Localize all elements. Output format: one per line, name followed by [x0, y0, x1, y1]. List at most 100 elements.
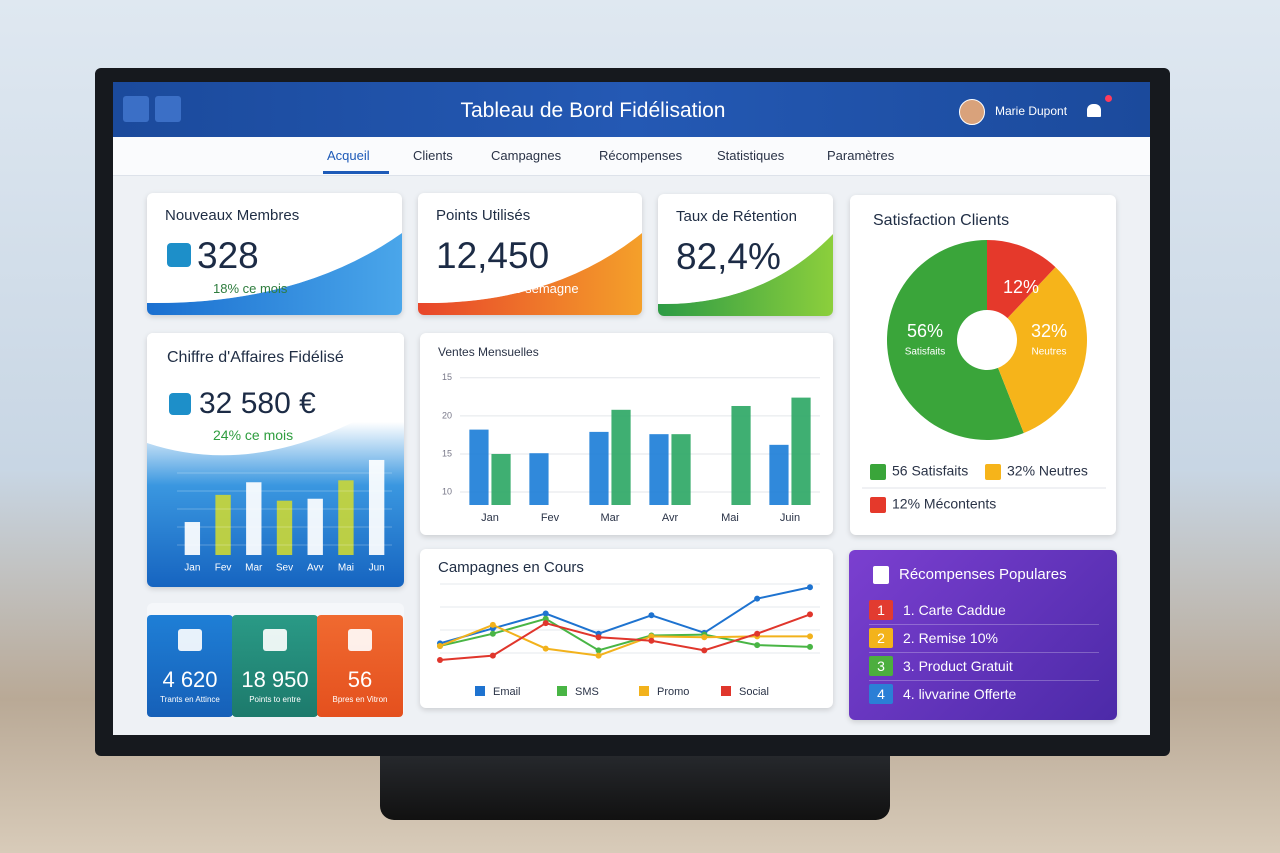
tile-value: 56	[347, 667, 373, 692]
legend-swatch[interactable]	[639, 686, 649, 696]
reward-item[interactable]: 1. Carte Caddue	[903, 602, 1006, 618]
legend-label[interactable]: Email	[493, 686, 521, 698]
stat-tile[interactable]: 18 950 Points to entre	[232, 615, 318, 717]
tile-label: Trants en Attince	[160, 695, 220, 704]
revenue-card: Chiffre d'Affaires Fidélisé 32 580 € 24%…	[147, 333, 404, 587]
reward-item[interactable]: 4. livvarine Offerte	[903, 686, 1017, 702]
tile-icon	[178, 629, 202, 651]
kpi-card: Points Utilisés 12,450 5% ceste semagne	[418, 193, 642, 315]
nav-bar: Acqueil Clients Campagnes Récompenses Statis…	[113, 137, 1150, 176]
rank-badge: 1	[869, 600, 893, 620]
nav-item[interactable]: Récompenses	[599, 148, 683, 163]
bar	[529, 453, 549, 505]
rank-badge: 4	[869, 684, 893, 704]
line-point	[754, 595, 761, 602]
tile-value: 4 620	[162, 667, 218, 692]
nav-item[interactable]: Acqueil	[327, 148, 370, 163]
line-point	[701, 647, 708, 654]
rewards-title: Récompenses Populares	[899, 566, 1067, 583]
chart-title: Ventes Mensuelles	[438, 345, 539, 359]
revenue-change: 24% ce mois	[213, 427, 294, 443]
legend-swatch[interactable]	[557, 686, 567, 696]
kpi-card: Nouveaux Membres 328 18% ce mois	[147, 193, 402, 315]
kpi-value: 82,4%	[676, 236, 781, 277]
sales-card: Ventes Mensuelles 10 15 20 15 Jan Fev Mar Avr Mai…	[420, 333, 833, 535]
rank-badge: 3	[869, 656, 893, 676]
bar	[491, 453, 511, 505]
kpi-change: 18% ce mois	[213, 281, 288, 296]
revenue-wave	[147, 333, 404, 456]
x-tick-label: Avv	[307, 563, 324, 574]
line-point	[701, 634, 708, 641]
legend-label[interactable]: 56 Satisfaits	[892, 463, 968, 479]
list-icon[interactable]	[155, 96, 181, 122]
x-tick-label: Mar	[601, 512, 620, 524]
reward-item[interactable]: 3. Product Gratuit	[903, 658, 1013, 674]
line-point	[754, 642, 761, 649]
legend-swatch[interactable]	[870, 497, 886, 513]
menu-icon[interactable]	[123, 96, 149, 122]
kpi-icon	[167, 243, 191, 267]
chart-title: Satisfaction Clients	[873, 212, 1009, 229]
x-tick-label: Fev	[541, 512, 560, 524]
pie-slice	[998, 267, 1087, 433]
bar	[215, 494, 231, 555]
slice-value-label: 12%	[1003, 277, 1039, 297]
legend-label[interactable]: Promo	[657, 686, 689, 698]
slice-value-label: 32%	[1031, 321, 1067, 341]
legend-swatch[interactable]	[721, 686, 731, 696]
avatar[interactable]	[959, 99, 985, 125]
nav-item[interactable]: Paramètres	[827, 148, 895, 163]
legend-swatch[interactable]	[475, 686, 485, 696]
nav-item[interactable]: Campagnes	[491, 148, 562, 163]
legend-swatch[interactable]	[985, 464, 1001, 480]
legend-label[interactable]: 32% Neutres	[1007, 463, 1088, 479]
stat-tile[interactable]: 56 Bpres en Vitron	[317, 615, 403, 717]
kpi-value: 12,450	[436, 235, 550, 276]
legend-label[interactable]: SMS	[575, 686, 599, 698]
rank-badge: 2	[869, 628, 893, 648]
bar	[611, 409, 631, 505]
kpi-title: Nouveaux Membres	[165, 207, 300, 224]
y-tick-label: 15	[442, 372, 452, 382]
stat-tile[interactable]: 4 620 Trants en Attince	[147, 615, 233, 717]
user-name[interactable]: Marie Dupont	[995, 104, 1068, 118]
line-series	[439, 586, 811, 645]
line-point	[807, 633, 813, 640]
notification-icon[interactable]	[1087, 104, 1101, 117]
line-point	[489, 630, 496, 637]
x-tick-label: Mai	[721, 512, 739, 524]
nav-item[interactable]: Clients	[413, 148, 453, 163]
legend-label[interactable]: Social	[739, 686, 769, 698]
revenue-title: Chiffre d'Affaires Fidélisé	[167, 349, 344, 366]
kpi-value: 328	[197, 235, 259, 276]
kpi-change: 2.3%	[708, 282, 738, 297]
reward-item[interactable]: 2. Remise 10%	[903, 630, 998, 646]
tile-icon	[348, 629, 372, 651]
reward-divider	[869, 624, 1099, 625]
x-tick-label: Sev	[276, 563, 293, 574]
line-point	[437, 642, 443, 649]
satisfaction-card: Satisfaction Clients 56% Satisfaits 56 Sati…	[850, 195, 1116, 535]
rewards-card: Récompenses Populares 1 1. Carte Caddue 2 2…	[849, 550, 1117, 720]
line-series	[439, 617, 811, 652]
x-tick-label: Mar	[245, 563, 263, 574]
header-title: Tableau de Bord Fidélisation	[460, 99, 726, 122]
tiles-panel: 4 620 Trants en Attince 18 950 Points to en…	[147, 603, 404, 717]
header-bar: Tableau de Bord Fidélisation Marie Dupon…	[113, 82, 1150, 137]
tile-icon	[263, 629, 287, 651]
nav-active-indicator	[323, 171, 389, 174]
bar	[671, 434, 691, 505]
line-point	[437, 656, 443, 663]
legend-label[interactable]: 12% Mécontents	[892, 496, 996, 512]
legend-swatch[interactable]	[870, 464, 886, 480]
screen: Tableau de Bord Fidélisation Marie Dupon…	[113, 82, 1150, 735]
line-point	[542, 620, 549, 627]
bar	[184, 522, 201, 555]
kpi-wave	[418, 193, 642, 315]
line-point	[595, 652, 602, 659]
bar	[338, 480, 354, 555]
tile-value: 18 950	[241, 667, 309, 692]
nav-item[interactable]: Statistiques	[717, 148, 785, 163]
slice-name-label: Neutres	[1031, 347, 1066, 358]
